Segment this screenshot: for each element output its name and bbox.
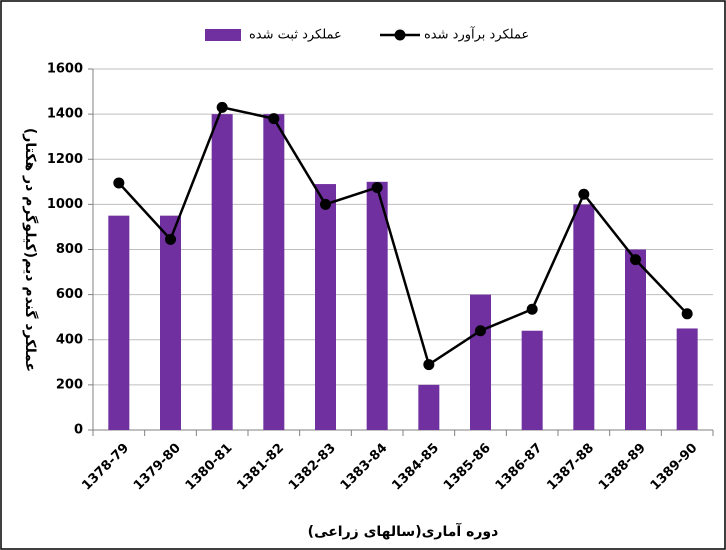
marker xyxy=(320,198,331,210)
marker xyxy=(165,233,176,245)
bar xyxy=(521,330,543,430)
marker xyxy=(268,113,280,125)
marker xyxy=(630,254,641,266)
bar xyxy=(573,204,595,430)
y-axis-label: عملکرد گندم دیم(کیلوگرم در هکتار) xyxy=(22,128,39,372)
bar xyxy=(625,249,646,430)
y-tick-label: 400 xyxy=(56,332,83,347)
marker xyxy=(475,325,486,337)
y-tick-label: 1200 xyxy=(47,152,83,167)
bar xyxy=(470,294,491,430)
legend-swatch xyxy=(205,29,241,41)
bar xyxy=(211,114,233,430)
legend-label: عملکرد برآورد شده xyxy=(424,26,529,43)
legend-label: عملکرد ثبت شده xyxy=(249,28,342,43)
bar xyxy=(263,114,285,430)
marker xyxy=(578,188,590,200)
marker xyxy=(371,181,383,193)
marker xyxy=(113,177,125,189)
marker xyxy=(526,303,538,315)
y-tick-label: 1600 xyxy=(47,62,83,77)
legend-marker xyxy=(394,29,406,41)
y-tick-label: 600 xyxy=(56,287,83,302)
y-tick-label: 0 xyxy=(74,423,83,438)
y-tick-label: 1400 xyxy=(47,107,83,122)
marker xyxy=(423,359,435,371)
bar xyxy=(160,215,181,430)
bar xyxy=(418,384,440,430)
line xyxy=(117,105,689,367)
marker xyxy=(216,101,228,113)
bar xyxy=(676,328,698,430)
bar xyxy=(315,184,336,430)
bar xyxy=(366,181,388,430)
y-tick-label: 200 xyxy=(56,377,83,392)
y-tick-label: 1000 xyxy=(47,197,83,212)
y-tick-label: 800 xyxy=(56,242,83,257)
marker xyxy=(681,308,693,320)
x-axis-label: دوره آماری(سالهای زراعی) xyxy=(308,522,499,540)
bar xyxy=(108,215,130,430)
